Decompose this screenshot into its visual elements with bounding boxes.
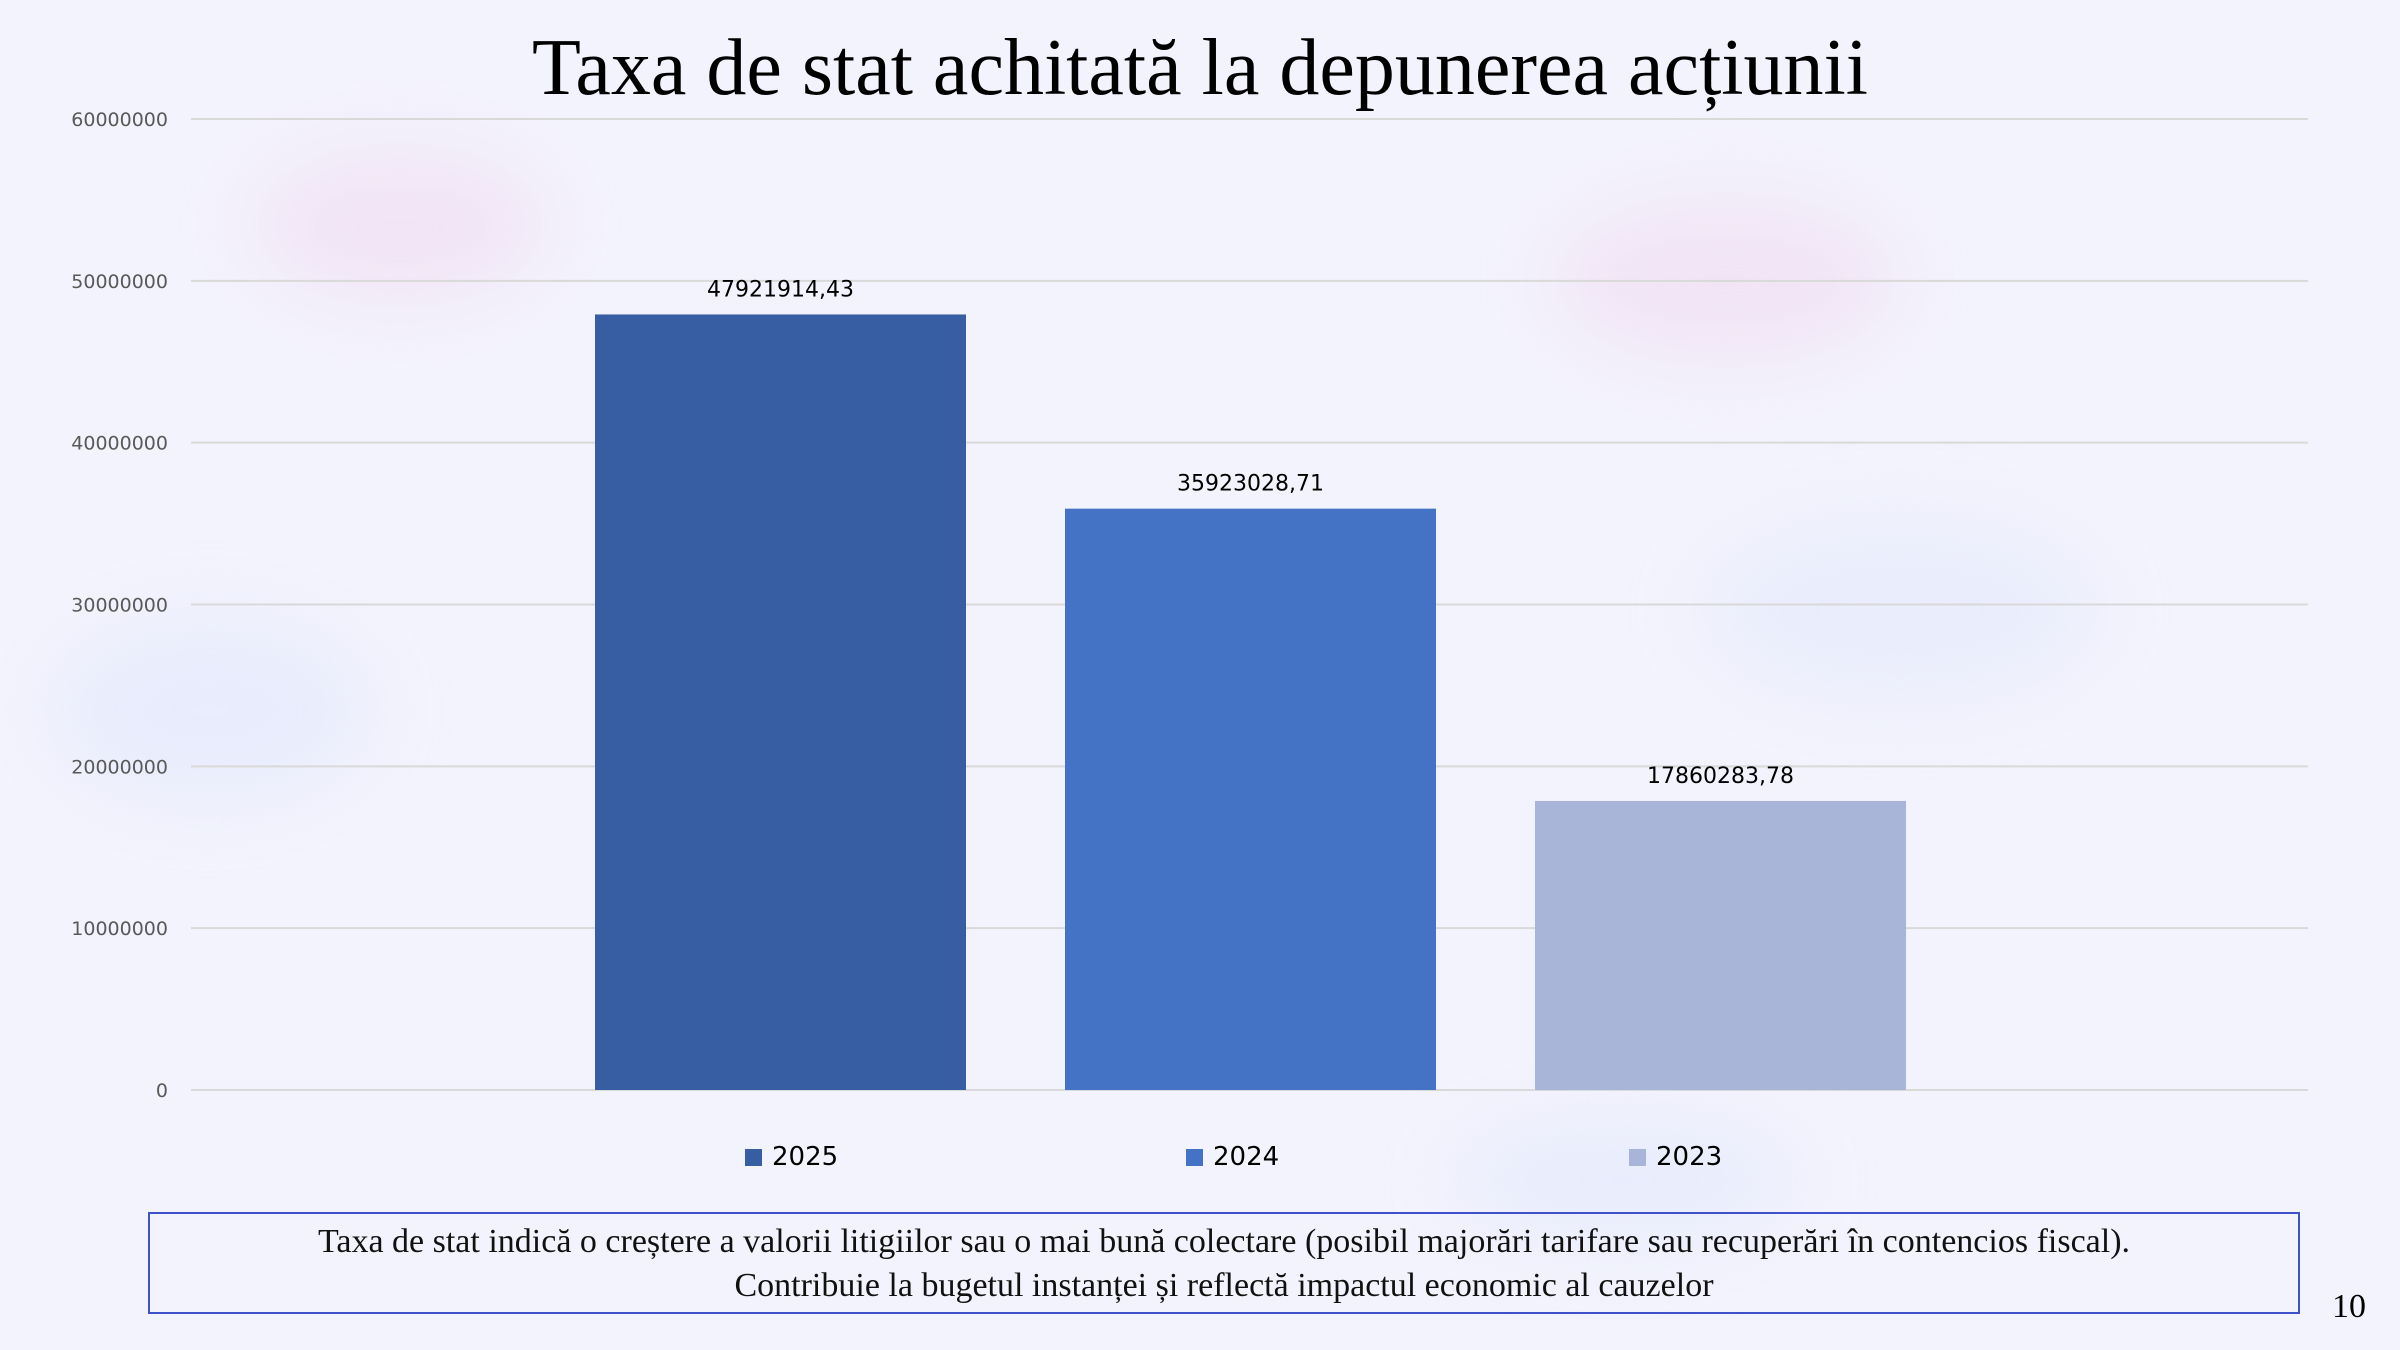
note-line-2: Contribuie la bugetul instanței și refle… (734, 1267, 1714, 1304)
data-label: 17860283,78 (1647, 764, 1794, 789)
legend-swatch (1629, 1148, 1646, 1166)
note-box: Taxa de stat indică o creștere a valorii… (148, 1212, 2300, 1314)
legend-swatch (745, 1148, 762, 1166)
data-label: 35923028,71 (1177, 472, 1324, 497)
y-tick-label: 0 (156, 1080, 168, 1102)
y-tick-label: 50000000 (71, 271, 168, 293)
note-line-1: Taxa de stat indică o creștere a valorii… (317, 1223, 2131, 1260)
background-blob (50, 620, 370, 800)
y-tick-label: 20000000 (71, 756, 168, 778)
legend-label: 2023 (1656, 1142, 1723, 1172)
y-tick-label: 60000000 (71, 109, 168, 131)
background-blob (250, 150, 550, 300)
y-tick-label: 10000000 (71, 918, 168, 940)
background-blob (1450, 1120, 1800, 1240)
bar-2023 (1535, 800, 1906, 1090)
chart-title: Taxa de stat achitată la depunerea acțiu… (532, 24, 1868, 112)
bar-2025 (595, 314, 966, 1090)
legend-label: 2025 (772, 1142, 839, 1172)
y-tick-label: 30000000 (71, 595, 168, 617)
background-blob (1700, 520, 2100, 700)
legend-item-2024: 2024 (1186, 1142, 1279, 1172)
legend-item-2025: 2025 (745, 1142, 838, 1172)
legend-swatch (1186, 1148, 1203, 1166)
page-number: 10 (2332, 1288, 2366, 1325)
y-tick-label: 40000000 (71, 433, 168, 455)
legend-label: 2024 (1213, 1142, 1280, 1172)
legend-item-2023: 2023 (1629, 1142, 1722, 1172)
bar-2024 (1065, 508, 1436, 1091)
data-label: 47921914,43 (707, 277, 854, 302)
